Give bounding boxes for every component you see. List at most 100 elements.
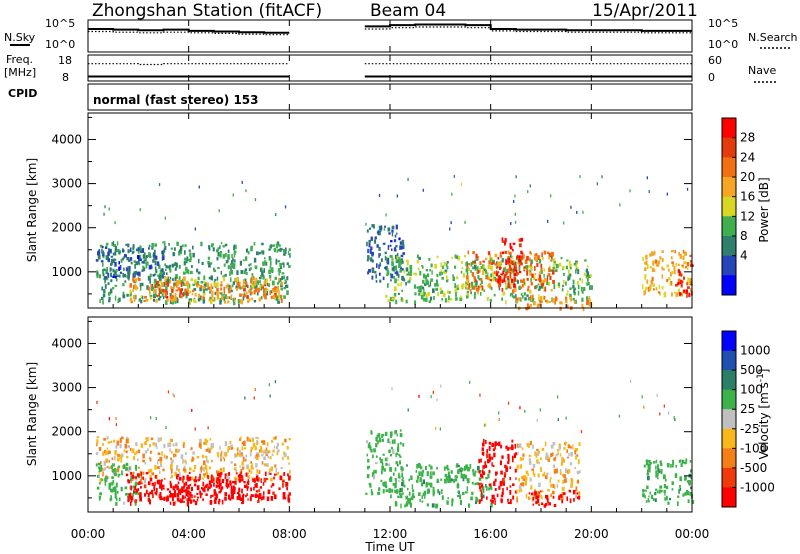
power-cells-cell-6 [476,280,478,285]
power-cells-cell-5 [373,239,377,244]
power-cells-cell-0 [275,296,278,301]
vel-cells-cell-2 [188,476,192,481]
vel-cells-sparse-cell [556,395,559,399]
power-cells-cell-6 [518,285,521,290]
power-cells-cell-7 [477,270,480,274]
power-cells-cell-6 [487,266,490,269]
vel-cells-cell-8 [540,490,542,493]
vel-cells-cell-7 [537,451,540,457]
vel-cells-cell-2 [220,486,224,490]
power-cbar-swatch [722,118,736,139]
vel-cells-cell-4 [399,429,402,432]
vel-cells-cell-9 [650,462,652,465]
power-cells-cell-0 [189,258,192,263]
vel-cells-cell-0 [135,478,138,481]
power-cells-cell-6 [509,254,512,258]
vel-cells-cell-5 [420,482,424,487]
vel-cells-cell-6 [492,448,495,452]
power-heatmap [95,174,694,312]
power-cells-cell-5 [379,262,382,267]
date-label: 15/Apr/2011 [592,1,698,21]
vel-cells-cell-7 [553,457,556,461]
power-cells-cell-5 [386,257,390,261]
vel-cells-cell-2 [224,492,228,497]
vel-cells-cell-5 [456,483,460,489]
power-cells-cell-5 [367,255,370,260]
power-cells-cell-10 [689,254,693,257]
vel-cells-cell-9 [649,467,651,473]
power-cells-cell-10 [678,252,680,256]
vel-cells-cell-7 [552,452,554,457]
vel-cells-sparse-cell [254,388,256,391]
vel-cells-cell-5 [458,490,460,495]
power-cells-cell-0 [127,243,130,248]
power-cells-cell-0 [129,269,131,275]
power-cells-cell-6 [524,281,527,286]
vel-cells-cell-3 [215,484,218,489]
vel-cells-cell-2 [194,476,197,479]
vel-cells-cell-0 [139,479,142,484]
power-cells-cell-0 [208,276,212,280]
power-cells-cell-6 [516,280,519,284]
power-cells-cell-0 [202,299,205,304]
power-cells-cell-6 [549,265,551,269]
power-cells-cell-6 [553,262,556,267]
vel-cells-cell-4 [398,472,400,476]
vel-cells-cell-0 [219,469,222,473]
power-cells-cell-7 [485,257,488,260]
vel-cells-cell-5 [437,489,439,494]
power-cells-cell-0 [166,265,169,269]
vel-cells-cell-2 [172,485,175,491]
power-cells-cell-5 [397,273,400,278]
vel-cells-cell-0 [262,440,266,445]
vel-cells-cell-3 [185,488,188,493]
vel-cells-cell-5 [474,482,477,486]
power-cells-cell-6 [436,283,439,287]
vel-cells-cell-4 [376,440,379,443]
power-cells-cell-3 [180,282,183,287]
power-cells-cell-3 [185,292,189,296]
vel-cells-cell-2 [269,472,272,475]
power-cells-cell-5 [395,224,398,230]
power-cells-cell-10 [659,256,662,260]
vel-cells-cell-1 [101,478,104,481]
vel-cells-cell-2 [263,477,267,483]
power-cells-cell-10 [670,281,673,286]
vel-cells-cell-0 [134,452,137,456]
power-cells-cell-0 [231,284,234,288]
vel-cells-cell-2 [258,489,261,493]
power-cells-cell-7 [521,284,524,288]
vel-cells-cell-0 [125,438,129,444]
power-cells-cell-10 [649,284,652,288]
power-cells-cell-0 [110,258,114,264]
power-cells-cell-6 [511,255,514,259]
vel-cells-cell-9 [684,477,687,481]
power-cells-cell-6 [394,265,397,271]
vel-cells-cell-5 [464,474,468,479]
power-cells-cell-6 [474,291,477,296]
vel-cells-cell-0 [284,453,287,458]
power-cells-cell-2 [236,282,239,285]
vel-cells-cell-5 [473,472,476,477]
vel-cells-cell-5 [446,468,450,471]
power-cells-cell-5 [391,229,394,233]
power-cells-cell-1 [154,266,157,270]
power-cells-cell-6 [588,274,591,278]
vel-cells-cell-0 [102,451,105,456]
power-cells-cell-0 [244,268,248,272]
power-cells-cell-2 [237,282,241,288]
vel-cells-cell-9 [680,463,683,468]
ytick-label: 4000 [51,132,82,146]
vel-cells-cell-6 [492,464,495,467]
vel-cells-cell-5 [463,473,466,479]
power-cells-cell-3 [175,289,179,292]
vel-cells-cell-0 [182,441,186,445]
vel-cells-cell-5 [412,494,415,499]
vel-cells-cell-6 [512,483,515,486]
vel-cells-cell-7 [578,470,581,474]
power-cells-cell-1 [137,247,140,252]
vel-cells-cell-2 [282,495,286,500]
power-cells-cell-6 [552,266,555,270]
vel-cells-cell-5 [457,490,459,493]
